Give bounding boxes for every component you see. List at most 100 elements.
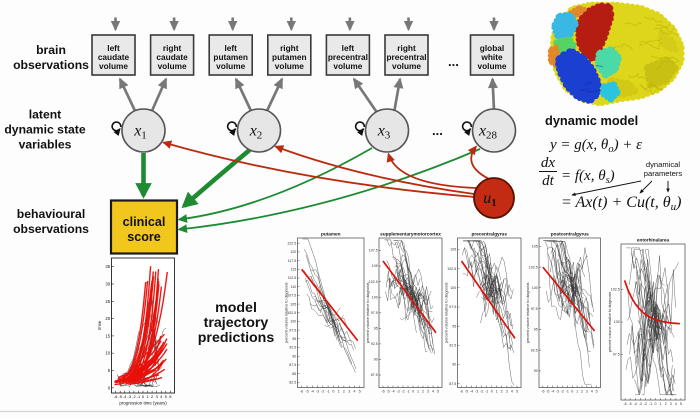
- svg-text:putamen: putamen: [321, 232, 341, 237]
- svg-text:-1: -1: [406, 389, 409, 393]
- svg-text:105: 105: [372, 264, 378, 268]
- svg-text:0: 0: [142, 394, 145, 399]
- svg-text:-6: -6: [623, 402, 626, 406]
- svg-text:107.5: 107.5: [287, 294, 296, 298]
- svg-text:white: white: [480, 52, 503, 62]
- svg-text:left: left: [342, 43, 355, 53]
- svg-text:105: 105: [290, 302, 296, 306]
- svg-text:102.5: 102.5: [529, 265, 538, 269]
- svg-text:0: 0: [571, 389, 573, 393]
- svg-text:-5: -5: [546, 389, 549, 393]
- svg-text:5: 5: [437, 389, 439, 393]
- svg-text:3: 3: [348, 389, 350, 393]
- svg-text:10: 10: [105, 351, 110, 356]
- svg-text:-4: -4: [123, 394, 127, 399]
- svg-text:4: 4: [511, 389, 513, 393]
- svg-text:1: 1: [576, 389, 578, 393]
- svg-text:100: 100: [614, 320, 620, 324]
- svg-text:15: 15: [105, 333, 110, 338]
- svg-text:0: 0: [655, 402, 657, 406]
- svg-text:105: 105: [532, 245, 538, 249]
- svg-text:-6: -6: [460, 389, 463, 393]
- svg-text:volume: volume: [158, 61, 187, 71]
- svg-text:volume: volume: [275, 61, 304, 71]
- svg-text:97.5: 97.5: [613, 353, 620, 357]
- svg-text:-4: -4: [551, 389, 554, 393]
- svg-text:= Ax(t) + Cu(t, θu): = Ax(t) + Cu(t, θu): [561, 194, 681, 213]
- svg-text:dynamical: dynamical: [646, 160, 680, 169]
- svg-text:115: 115: [291, 268, 297, 272]
- svg-text:brain: brain: [36, 43, 66, 57]
- svg-text:95: 95: [374, 327, 378, 331]
- svg-text:25: 25: [105, 299, 110, 304]
- svg-text:putamen: putamen: [272, 52, 307, 62]
- svg-text:0: 0: [332, 389, 334, 393]
- svg-text:92.5: 92.5: [449, 344, 456, 348]
- svg-text:-5: -5: [386, 389, 389, 393]
- svg-text:105: 105: [450, 248, 456, 252]
- svg-text:...: ...: [448, 54, 459, 69]
- svg-text:precentral: precentral: [386, 52, 426, 62]
- svg-text:left: left: [224, 43, 237, 53]
- svg-text:4: 4: [354, 389, 356, 393]
- svg-text:102.5: 102.5: [447, 267, 456, 271]
- svg-text:3: 3: [670, 402, 672, 406]
- svg-text:100: 100: [290, 320, 296, 324]
- svg-text:4: 4: [591, 389, 593, 393]
- svg-text:1: 1: [496, 389, 498, 393]
- svg-text:-3: -3: [316, 389, 319, 393]
- svg-text:95: 95: [534, 328, 538, 332]
- svg-text:82.5: 82.5: [289, 381, 296, 385]
- svg-text:3: 3: [586, 389, 588, 393]
- svg-text:5: 5: [596, 389, 598, 393]
- svg-text:putamen: putamen: [213, 52, 248, 62]
- svg-text:100: 100: [532, 286, 538, 290]
- svg-text:predictions: predictions: [198, 330, 275, 346]
- svg-text:5: 5: [680, 402, 682, 406]
- svg-text:102.5: 102.5: [369, 280, 378, 284]
- svg-text:precentralgyrus: precentralgyrus: [472, 232, 508, 237]
- svg-text:-1: -1: [566, 389, 569, 393]
- svg-text:entorhinalarea: entorhinalarea: [637, 238, 670, 243]
- svg-text:left: left: [107, 43, 120, 53]
- svg-text:100: 100: [450, 286, 456, 290]
- svg-text:-2: -2: [401, 389, 404, 393]
- svg-text:2: 2: [501, 389, 503, 393]
- svg-text:right: right: [280, 43, 299, 53]
- svg-text:20: 20: [105, 316, 110, 321]
- svg-text:supplementarymotorcortex: supplementarymotorcortex: [380, 232, 441, 237]
- svg-text:0: 0: [491, 389, 493, 393]
- svg-text:percent volume relative to dia: percent volume relative to diagnosis: [366, 282, 370, 343]
- svg-text:= f(x, θs): = f(x, θs): [561, 168, 615, 186]
- svg-text:97.5: 97.5: [289, 328, 296, 332]
- svg-text:2: 2: [581, 389, 583, 393]
- svg-text:observations: observations: [13, 58, 89, 72]
- svg-text:percent volume relative to dia: percent volume relative to diagnosis: [285, 282, 289, 343]
- svg-text:percent volume relative to dia: percent volume relative to diagnosis: [445, 282, 449, 343]
- svg-text:0: 0: [412, 389, 414, 393]
- svg-text:2: 2: [151, 394, 154, 399]
- svg-text:-2: -2: [480, 389, 483, 393]
- svg-text:102.5: 102.5: [287, 311, 296, 315]
- svg-text:tmse: tmse: [97, 320, 102, 330]
- svg-text:volume: volume: [333, 61, 362, 71]
- svg-text:-6: -6: [114, 394, 118, 399]
- svg-text:dynamic state: dynamic state: [4, 123, 86, 137]
- svg-text:92.5: 92.5: [531, 348, 538, 352]
- svg-text:postcentralgyrus: postcentralgyrus: [551, 232, 589, 237]
- svg-text:-3: -3: [475, 389, 478, 393]
- svg-text:-4: -4: [311, 389, 314, 393]
- svg-text:92.5: 92.5: [289, 346, 296, 350]
- svg-text:87.5: 87.5: [449, 382, 456, 386]
- svg-text:-5: -5: [628, 402, 631, 406]
- svg-text:2: 2: [665, 402, 667, 406]
- svg-text:-5: -5: [118, 394, 122, 399]
- svg-text:precentral: precentral: [328, 52, 368, 62]
- svg-text:volume: volume: [392, 61, 421, 71]
- svg-text:110: 110: [291, 285, 297, 289]
- svg-text:107.5: 107.5: [369, 249, 378, 253]
- svg-text:right: right: [397, 43, 416, 53]
- svg-text:variables: variables: [19, 138, 72, 152]
- svg-text:caudate: caudate: [98, 52, 130, 62]
- svg-text:97.5: 97.5: [449, 305, 456, 309]
